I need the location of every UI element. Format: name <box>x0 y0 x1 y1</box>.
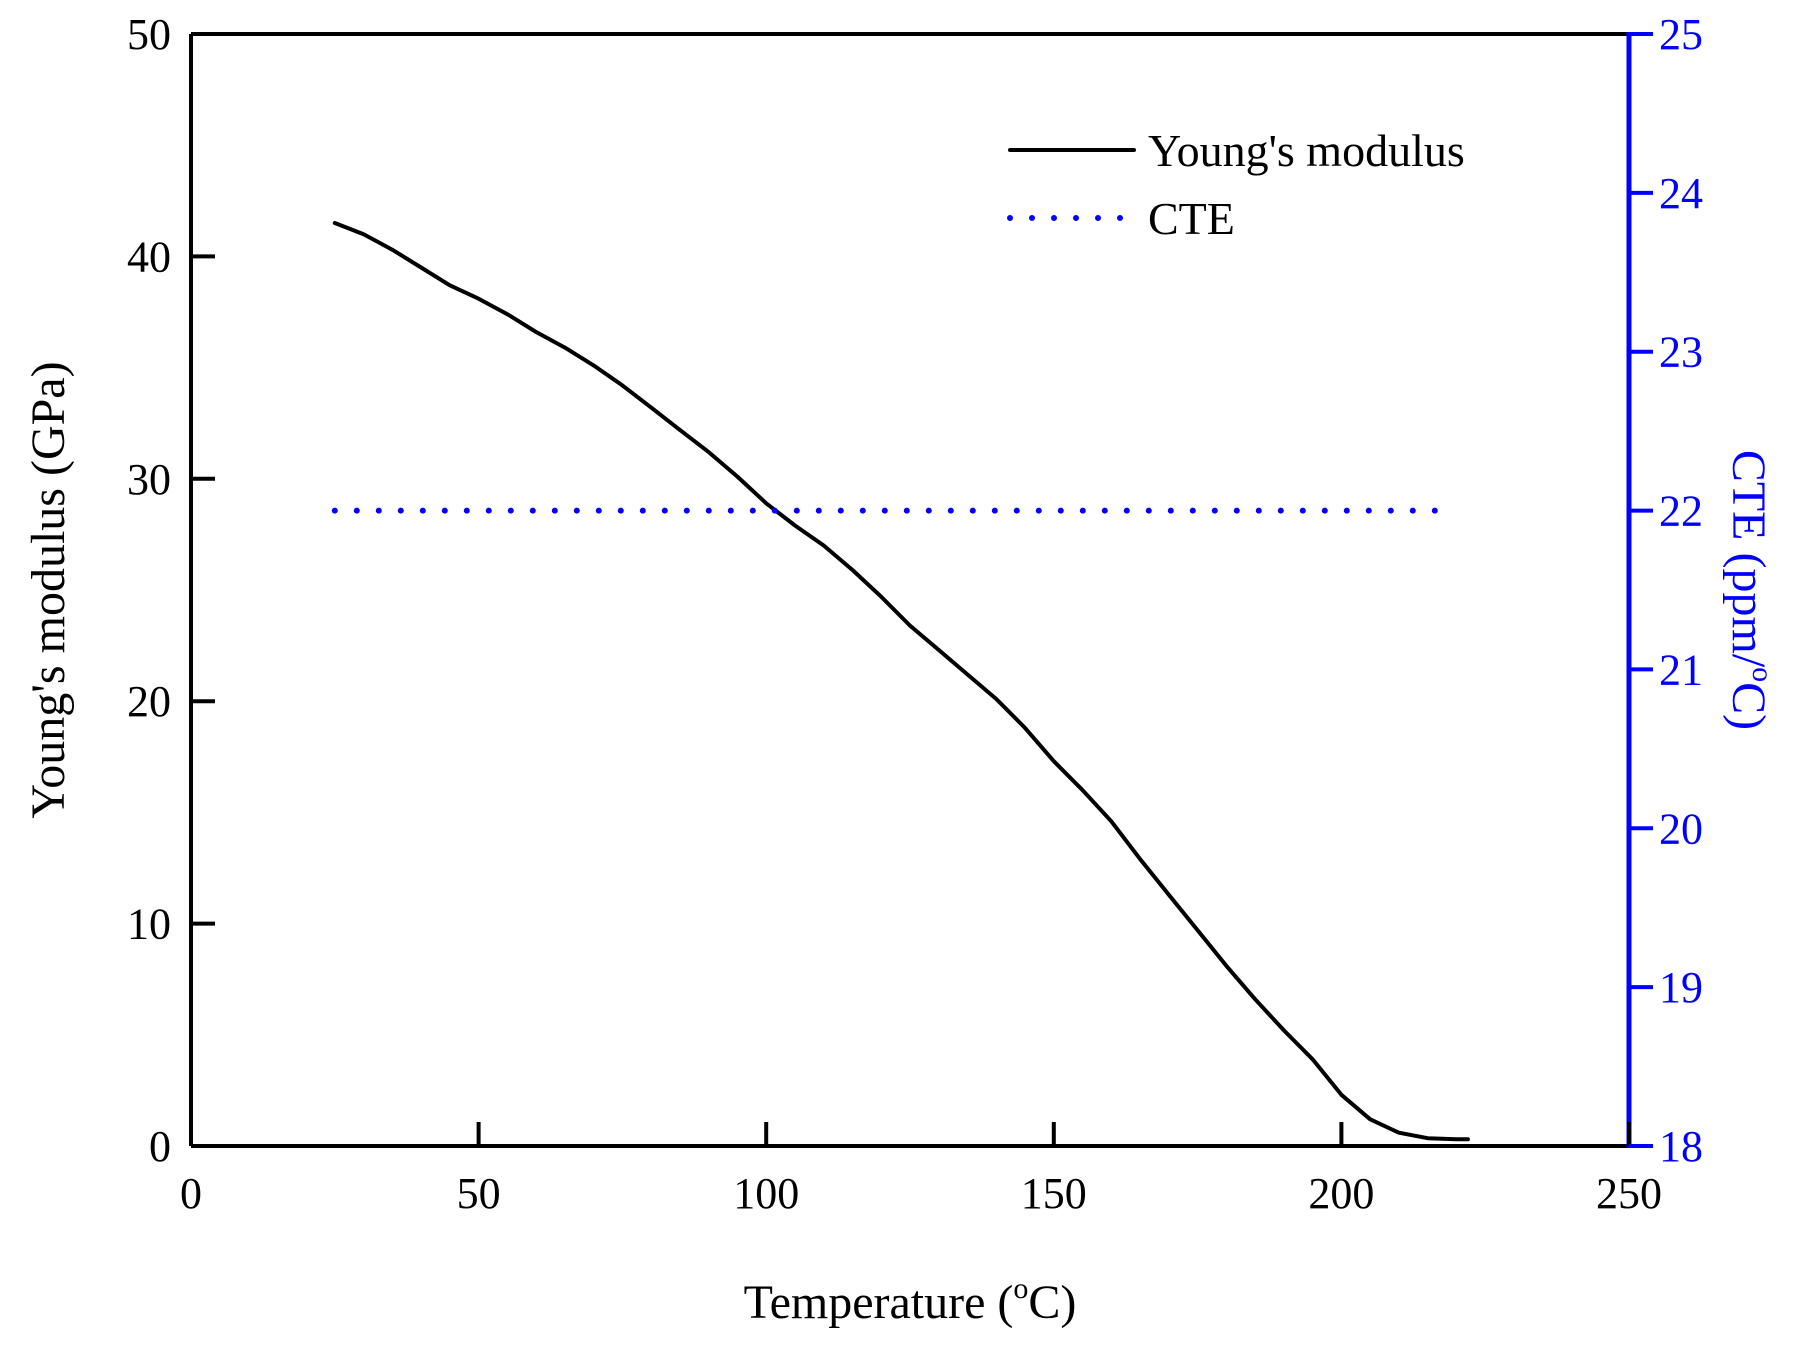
y-left-tick-label: 0 <box>149 1122 171 1171</box>
y-right-tick-label: 18 <box>1659 1122 1703 1171</box>
x-axis-title: Temperature (oC) <box>744 1272 1077 1329</box>
x-tick-label: 0 <box>180 1169 202 1218</box>
y-left-tick-label: 50 <box>127 10 171 59</box>
axis-layer: 0 50 100 150 200 250 0 10 20 30 40 50 18 19 20 21 22 23 24… <box>22 10 1779 1329</box>
series-line-youngs-modulus <box>332 221 1470 1142</box>
y-right-tick-label: 25 <box>1659 10 1703 59</box>
x-axis-title-sup: o <box>1013 1272 1028 1305</box>
x-tick-label: 250 <box>1596 1169 1662 1218</box>
y-left-tick-label: 10 <box>127 900 171 949</box>
y-axis-left-title: Young's modulus (GPa) <box>22 361 75 818</box>
x-tick-label: 50 <box>457 1169 501 1218</box>
legend: Young's modulus CTE <box>1007 125 1465 244</box>
y-axis-right-title-end: C) <box>1722 682 1775 730</box>
y-right-tick-label: 21 <box>1659 645 1703 694</box>
y-right-tick-label: 23 <box>1659 328 1703 377</box>
y-right-tick-label: 24 <box>1659 169 1703 218</box>
legend-label-cte: CTE <box>1148 193 1235 244</box>
plot-layer <box>331 221 1470 1142</box>
y-left-tick-label: 40 <box>127 232 171 281</box>
y-axis-right-title-main: CTE (ppm/ <box>1722 450 1775 668</box>
x-tick-label: 100 <box>733 1169 799 1218</box>
y-axis-right-title-sup: o <box>1746 667 1779 682</box>
y-right-tick-label: 19 <box>1659 963 1703 1012</box>
y-left-tick-label: 30 <box>127 455 171 504</box>
x-tick-label: 200 <box>1308 1169 1374 1218</box>
y-right-tick-label: 20 <box>1659 804 1703 853</box>
y-axis-right-title: CTE (ppm/oC) <box>1722 450 1779 730</box>
x-tick-label: 150 <box>1021 1169 1087 1218</box>
x-axis-title-end: C) <box>1028 1276 1076 1329</box>
x-axis-title-main: Temperature ( <box>744 1276 1014 1329</box>
legend-label-youngs-modulus: Young's modulus <box>1148 125 1465 176</box>
y-right-tick-label: 22 <box>1659 487 1703 536</box>
y-left-tick-label: 20 <box>127 677 171 726</box>
